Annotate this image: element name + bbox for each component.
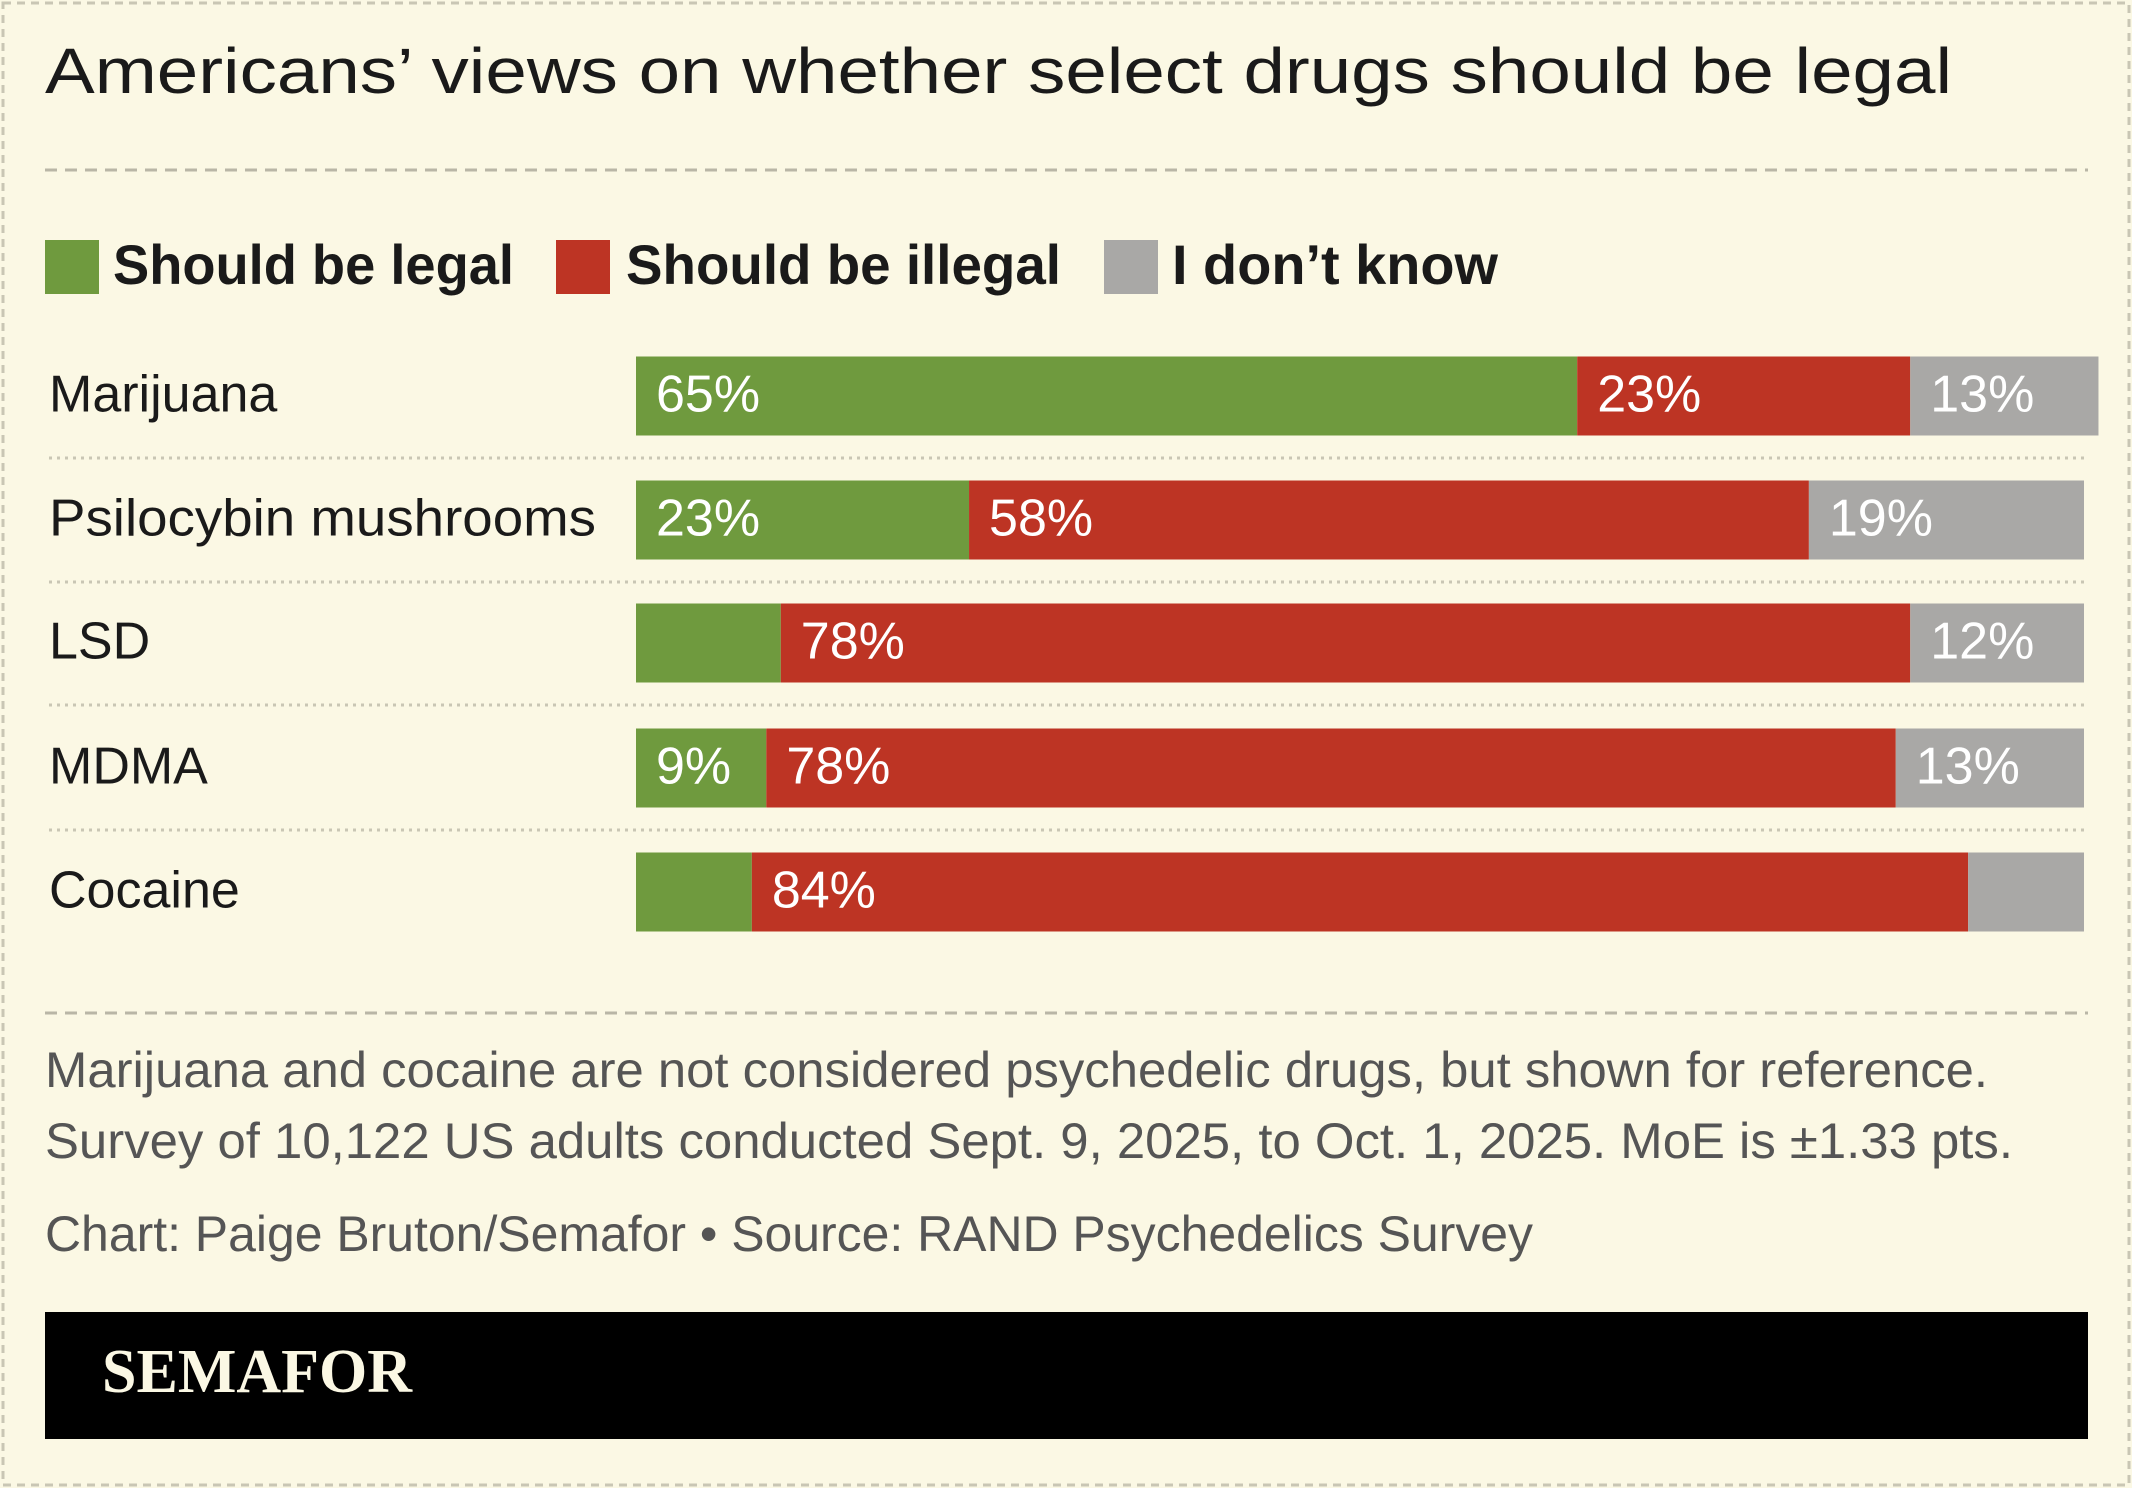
bar-segment <box>751 852 1969 932</box>
value-label: 23% <box>1597 366 1701 424</box>
note: Marijuana and cocaine are not considered… <box>45 1042 1988 1098</box>
bar-segment <box>636 852 752 932</box>
value-label: 78% <box>801 613 905 671</box>
value-label: 84% <box>772 862 876 920</box>
category-label: LSD <box>49 613 150 671</box>
value-label: 23% <box>656 490 760 548</box>
bar-segment <box>1910 603 2084 683</box>
legend-label: Should be illegal <box>626 233 1061 296</box>
bar-segment <box>636 356 1578 436</box>
bar-segment <box>780 603 1911 683</box>
legend-swatch <box>556 240 610 294</box>
bar-segment <box>1577 356 1911 436</box>
bar-segment <box>1808 480 2084 560</box>
value-label: 13% <box>1916 738 2020 796</box>
legend-swatch <box>45 240 99 294</box>
legend-label: I don’t know <box>1172 233 1498 296</box>
brand: SEMAFOR <box>102 1338 413 1406</box>
value-label: 58% <box>989 490 1093 548</box>
category-label: Marijuana <box>49 366 277 424</box>
value-label: 78% <box>786 738 890 796</box>
bar-segment <box>1910 356 2099 436</box>
bar-segment <box>766 728 1896 808</box>
category-label: Psilocybin mushrooms <box>49 490 596 548</box>
value-label: 19% <box>1829 490 1933 548</box>
bar-segment <box>636 728 767 808</box>
category-label: MDMA <box>49 738 208 796</box>
bar-segment <box>1968 852 2084 932</box>
footer-bar <box>45 1312 2088 1439</box>
plot: Marijuana 65% 23% 13% Psilocybin mushrooms 23… <box>49 356 2099 932</box>
value-label: 12% <box>1930 613 2034 671</box>
legend-swatch <box>1104 240 1158 294</box>
legend-label: Should be legal <box>113 233 514 296</box>
chart-title: Americans’ views on whether select drugs… <box>45 35 1952 107</box>
value-label: 9% <box>656 738 731 796</box>
bar-segment <box>1895 728 2084 808</box>
note: Survey of 10,122 US adults conducted Sep… <box>45 1113 2013 1169</box>
category-label: Cocaine <box>49 862 240 920</box>
value-label: 65% <box>656 366 760 424</box>
credit: Chart: Paige Bruton/Semafor • Source: RA… <box>45 1206 1533 1262</box>
bar-segment <box>969 480 1809 560</box>
bar-segment <box>636 480 970 560</box>
value-label: 13% <box>1930 366 2034 424</box>
bar-segment <box>636 603 781 683</box>
legend: Should be legal Should be illegal I don’t … <box>45 233 1498 296</box>
